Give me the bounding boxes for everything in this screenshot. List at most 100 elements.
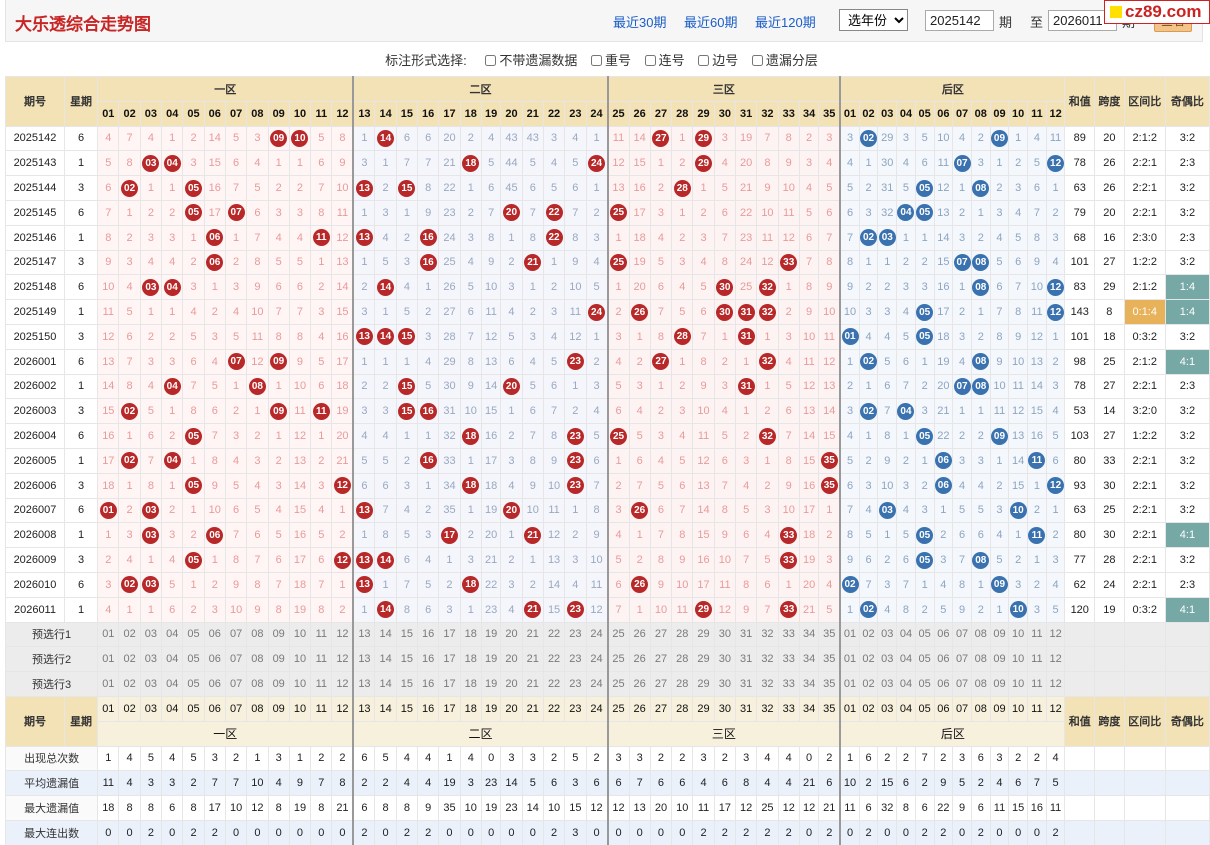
preselect-back-num[interactable]: 07 [952, 621, 972, 648]
preselect-front-num[interactable]: 05 [182, 671, 205, 697]
preselect-front-num[interactable]: 23 [564, 646, 587, 673]
link-recent-120[interactable]: 最近120期 [755, 15, 816, 30]
preselect-front-num[interactable]: 14 [374, 646, 397, 673]
preselect-front-num[interactable]: 35 [818, 646, 842, 673]
preselect-front-num[interactable]: 09 [267, 671, 290, 697]
preselect-front-num[interactable]: 11 [310, 671, 333, 697]
preselect-front-num[interactable]: 23 [564, 671, 587, 697]
preselect-front-num[interactable]: 17 [438, 621, 461, 648]
preselect-front-num[interactable]: 19 [480, 621, 502, 648]
preselect-front-num[interactable]: 33 [777, 671, 800, 697]
preselect-front-num[interactable]: 09 [267, 621, 290, 648]
site-logo[interactable]: cz89.com [1104, 0, 1210, 24]
preselect-back-num[interactable]: 05 [914, 671, 935, 697]
preselect-front-num[interactable]: 19 [480, 671, 502, 697]
preselect-front-num[interactable]: 12 [331, 646, 355, 673]
preselect-front-num[interactable]: 28 [671, 621, 694, 648]
opt-layer[interactable]: 遗漏分层 [751, 53, 818, 68]
preselect-front-num[interactable]: 25 [607, 646, 630, 673]
preselect-front-num[interactable]: 09 [267, 646, 290, 673]
preselect-front-num[interactable]: 24 [585, 671, 609, 697]
preselect-front-num[interactable]: 26 [628, 671, 651, 697]
preselect-back-num[interactable]: 09 [989, 621, 1010, 648]
preselect-front-num[interactable]: 06 [203, 646, 226, 673]
preselect-front-num[interactable]: 02 [118, 621, 141, 648]
preselect-front-num[interactable]: 34 [798, 621, 820, 648]
preselect-front-num[interactable]: 02 [118, 646, 141, 673]
preselect-front-num[interactable]: 14 [374, 621, 397, 648]
preselect-back-num[interactable]: 02 [858, 671, 879, 697]
opt-repeat[interactable]: 重号 [590, 53, 631, 68]
preselect-back-num[interactable]: 08 [970, 646, 991, 673]
preselect-front-num[interactable]: 06 [203, 621, 226, 648]
preselect-front-num[interactable]: 04 [161, 671, 184, 697]
preselect-front-num[interactable]: 08 [246, 621, 269, 648]
preselect-front-num[interactable]: 28 [671, 671, 694, 697]
preselect-front-num[interactable]: 05 [182, 621, 205, 648]
preselect-back-num[interactable]: 02 [858, 646, 879, 673]
preselect-front-num[interactable]: 20 [500, 646, 523, 673]
preselect-front-num[interactable]: 18 [459, 646, 482, 673]
preselect-front-num[interactable]: 03 [139, 646, 163, 673]
preselect-front-num[interactable]: 01 [97, 621, 120, 648]
preselect-front-num[interactable]: 31 [734, 671, 758, 697]
preselect-back-num[interactable]: 12 [1045, 671, 1066, 697]
preselect-front-num[interactable]: 01 [97, 646, 120, 673]
preselect-front-num[interactable]: 30 [713, 621, 737, 648]
preselect-front-num[interactable]: 13 [352, 671, 376, 697]
preselect-back-num[interactable]: 04 [896, 621, 916, 648]
preselect-front-num[interactable]: 04 [161, 621, 184, 648]
preselect-front-num[interactable]: 04 [161, 646, 184, 673]
preselect-back-num[interactable]: 06 [933, 646, 954, 673]
preselect-front-num[interactable]: 02 [118, 671, 141, 697]
preselect-front-num[interactable]: 12 [331, 671, 355, 697]
preselect-front-num[interactable]: 29 [692, 621, 715, 648]
preselect-front-num[interactable]: 28 [671, 646, 694, 673]
preselect-front-num[interactable]: 20 [500, 621, 523, 648]
preselect-back-num[interactable]: 01 [839, 646, 860, 673]
opt-repeat-checkbox[interactable] [590, 55, 602, 66]
preselect-front-num[interactable]: 10 [288, 646, 312, 673]
preselect-front-num[interactable]: 01 [97, 671, 120, 697]
preselect-front-num[interactable]: 32 [756, 671, 779, 697]
preselect-front-num[interactable]: 21 [521, 621, 544, 648]
preselect-front-num[interactable]: 32 [756, 621, 779, 648]
preselect-back-num[interactable]: 06 [933, 671, 954, 697]
preselect-front-num[interactable]: 18 [459, 671, 482, 697]
preselect-front-num[interactable]: 27 [649, 671, 673, 697]
preselect-front-num[interactable]: 33 [777, 621, 800, 648]
preselect-front-num[interactable]: 15 [395, 646, 419, 673]
preselect-front-num[interactable]: 29 [692, 646, 715, 673]
link-recent-30[interactable]: 最近30期 [613, 15, 667, 30]
year-select[interactable]: 选年份 [839, 9, 908, 31]
preselect-back-num[interactable]: 10 [1008, 646, 1029, 673]
preselect-front-num[interactable]: 15 [395, 621, 419, 648]
preselect-front-num[interactable]: 21 [521, 646, 544, 673]
preselect-back-num[interactable]: 09 [989, 671, 1010, 697]
opt-edge-checkbox[interactable] [698, 55, 710, 66]
preselect-front-num[interactable]: 06 [203, 671, 226, 697]
preselect-back-num[interactable]: 07 [952, 671, 972, 697]
preselect-back-num[interactable]: 04 [896, 646, 916, 673]
preselect-front-num[interactable]: 17 [438, 646, 461, 673]
opt-consecutive-checkbox[interactable] [644, 55, 656, 66]
preselect-front-num[interactable]: 11 [310, 621, 333, 648]
preselect-front-num[interactable]: 26 [628, 621, 651, 648]
preselect-front-num[interactable]: 12 [331, 621, 355, 648]
preselect-front-num[interactable]: 23 [564, 621, 587, 648]
preselect-back-num[interactable]: 02 [858, 621, 879, 648]
preselect-front-num[interactable]: 10 [288, 671, 312, 697]
preselect-back-num[interactable]: 08 [970, 671, 991, 697]
preselect-front-num[interactable]: 07 [224, 621, 248, 648]
preselect-back-num[interactable]: 10 [1008, 621, 1029, 648]
period-footer[interactable]: 期号 [5, 695, 65, 747]
preselect-front-num[interactable]: 27 [649, 646, 673, 673]
preselect-back-num[interactable]: 05 [914, 646, 935, 673]
opt-layer-checkbox[interactable] [751, 55, 763, 66]
preselect-front-num[interactable]: 35 [818, 671, 842, 697]
preselect-front-num[interactable]: 26 [628, 646, 651, 673]
preselect-front-num[interactable]: 25 [607, 621, 630, 648]
preselect-back-num[interactable]: 03 [877, 621, 898, 648]
preselect-front-num[interactable]: 08 [246, 646, 269, 673]
preselect-front-num[interactable]: 22 [542, 671, 566, 697]
